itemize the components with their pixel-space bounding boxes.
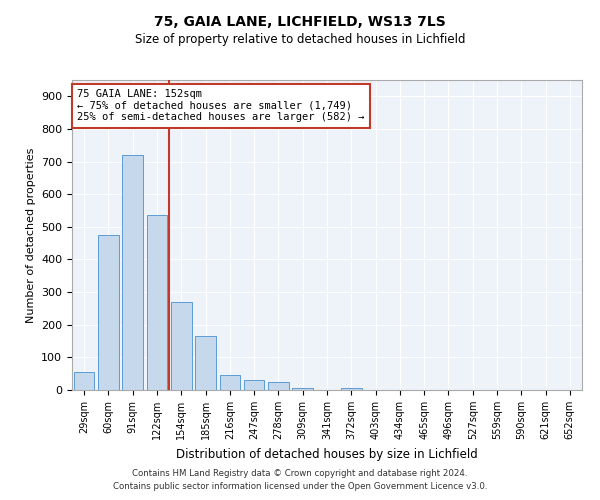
Bar bbox=[195, 336, 216, 390]
Text: 75, GAIA LANE, LICHFIELD, WS13 7LS: 75, GAIA LANE, LICHFIELD, WS13 7LS bbox=[154, 15, 446, 29]
Text: Contains HM Land Registry data © Crown copyright and database right 2024.: Contains HM Land Registry data © Crown c… bbox=[132, 468, 468, 477]
Bar bbox=[146, 216, 167, 390]
Bar bbox=[341, 388, 362, 390]
Bar bbox=[74, 372, 94, 390]
Bar bbox=[171, 302, 191, 390]
Text: 75 GAIA LANE: 152sqm
← 75% of detached houses are smaller (1,749)
25% of semi-de: 75 GAIA LANE: 152sqm ← 75% of detached h… bbox=[77, 90, 365, 122]
Bar bbox=[122, 155, 143, 390]
Bar bbox=[244, 380, 265, 390]
Text: Contains public sector information licensed under the Open Government Licence v3: Contains public sector information licen… bbox=[113, 482, 487, 491]
Bar bbox=[98, 235, 119, 390]
Bar bbox=[220, 376, 240, 390]
Y-axis label: Number of detached properties: Number of detached properties bbox=[26, 148, 35, 322]
Bar bbox=[292, 388, 313, 390]
X-axis label: Distribution of detached houses by size in Lichfield: Distribution of detached houses by size … bbox=[176, 448, 478, 460]
Bar bbox=[268, 382, 289, 390]
Text: Size of property relative to detached houses in Lichfield: Size of property relative to detached ho… bbox=[135, 32, 465, 46]
